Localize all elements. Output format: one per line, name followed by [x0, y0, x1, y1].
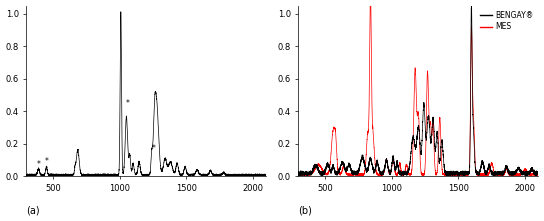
Text: *: * [45, 157, 48, 166]
Line: BENGAY®: BENGAY® [299, 6, 539, 176]
MES [477, 175, 484, 177]
BENGAY® [409, 137, 416, 140]
Line: MES: MES [299, 6, 539, 176]
Text: (b): (b) [299, 206, 312, 215]
MES [469, 97, 476, 100]
MES [396, 163, 403, 166]
MES [398, 170, 405, 172]
MES [528, 173, 534, 176]
Text: *: * [126, 99, 129, 108]
BENGAY® [295, 172, 302, 175]
Legend: BENGAY®, MES: BENGAY®, MES [479, 9, 535, 33]
BENGAY® [528, 168, 534, 170]
MES [367, 4, 373, 7]
MES [295, 174, 302, 176]
MES [535, 174, 542, 176]
BENGAY® [398, 171, 404, 174]
BENGAY® [491, 175, 498, 177]
MES [516, 172, 522, 175]
BENGAY® [469, 113, 476, 116]
MES [409, 157, 416, 160]
Text: (a): (a) [27, 206, 40, 215]
BENGAY® [516, 169, 522, 172]
BENGAY® [535, 174, 542, 177]
Text: *: * [152, 144, 156, 153]
BENGAY® [468, 4, 474, 7]
BENGAY® [396, 172, 403, 175]
Text: *: * [36, 160, 40, 169]
